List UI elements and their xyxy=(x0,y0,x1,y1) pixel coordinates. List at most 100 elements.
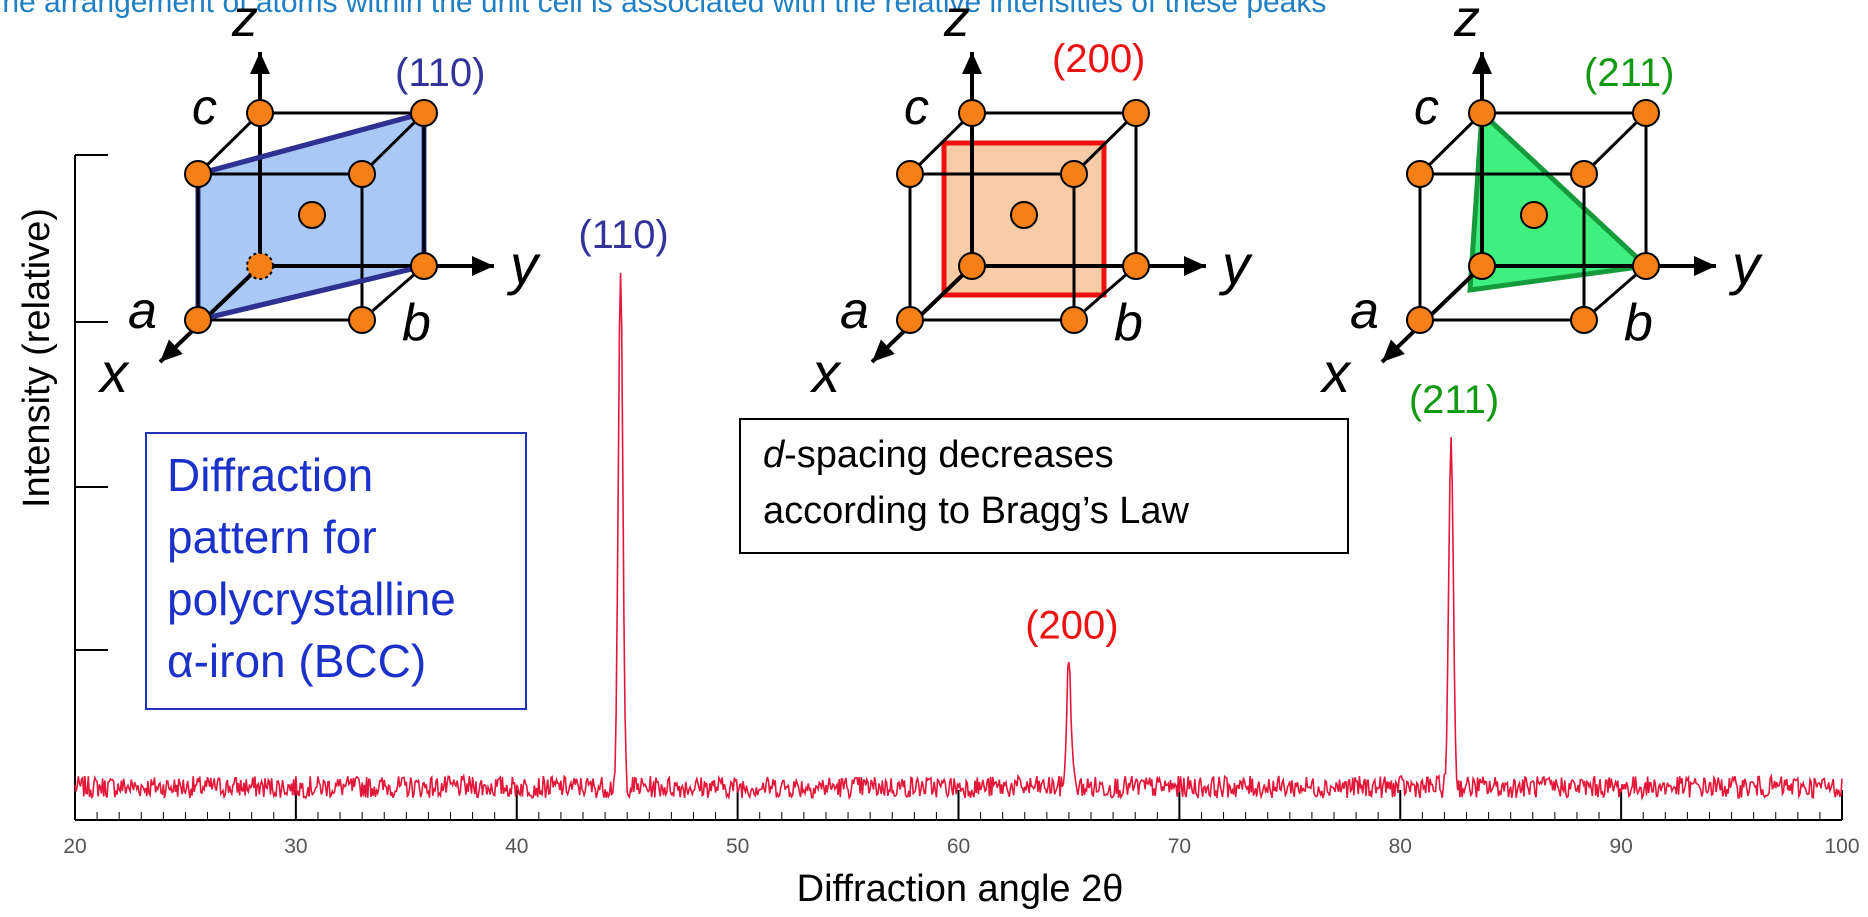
chart-axes: 20 30 40 50 60 70 80 90 100 xyxy=(63,154,1860,858)
a-label: a xyxy=(128,282,157,340)
atom xyxy=(1468,252,1496,280)
atom xyxy=(184,160,212,188)
x-axis-label: Diffraction angle 2θ xyxy=(796,868,1124,910)
atom xyxy=(1060,306,1088,334)
x-tick-label-40: 40 xyxy=(505,835,528,858)
atom xyxy=(1406,160,1434,188)
bragg-line-2: according to Bragg’s Law xyxy=(763,490,1189,532)
c-label: c xyxy=(904,79,929,135)
x-tick-label-50: 50 xyxy=(726,835,749,858)
diffraction-pattern-box: Diffraction pattern for polycrystalline … xyxy=(145,432,527,710)
atom xyxy=(246,252,274,280)
cell-plane-label: (211) xyxy=(1584,51,1674,95)
x-tick-label-70: 70 xyxy=(1168,835,1191,858)
y-axis-label: Intensity (relative) xyxy=(16,208,58,508)
chart-plot xyxy=(74,272,1843,801)
z-axis-arrow-head xyxy=(1472,52,1492,74)
x-tick-label-80: 80 xyxy=(1389,835,1412,858)
plane-edge xyxy=(197,110,425,177)
x-axis-arrow-head xyxy=(160,339,183,362)
y-label: y xyxy=(1728,233,1763,296)
atom xyxy=(958,99,986,127)
atom xyxy=(958,252,986,280)
atom xyxy=(1520,201,1548,229)
atom xyxy=(1632,252,1660,280)
cube-edge xyxy=(1582,111,1648,176)
x-tick-label-30: 30 xyxy=(284,835,307,858)
x-label: x xyxy=(1319,341,1352,404)
x-axis-arrow-head xyxy=(872,339,895,362)
atom xyxy=(410,252,438,280)
peak-label-211: (211) xyxy=(1409,378,1499,422)
cube-edge xyxy=(1072,111,1138,176)
top-caption: The arrangement of atoms within the unit… xyxy=(0,0,1327,19)
atom xyxy=(348,306,376,334)
atom xyxy=(1570,306,1598,334)
y-label: y xyxy=(1218,233,1253,296)
x-axis-arrow-head xyxy=(1382,339,1405,362)
diff-box-line-1: Diffraction xyxy=(167,449,374,501)
y-axis-arrow-head xyxy=(472,256,494,276)
atom xyxy=(298,201,326,229)
y-label: y xyxy=(506,233,541,296)
atom xyxy=(896,306,924,334)
atom xyxy=(246,99,274,127)
diff-box-line-3: polycrystalline xyxy=(167,573,456,625)
a-label: a xyxy=(1350,282,1379,340)
atom xyxy=(896,160,924,188)
atom xyxy=(410,99,438,127)
atom xyxy=(348,160,376,188)
atom xyxy=(1570,160,1598,188)
diffraction-trace xyxy=(74,272,1843,801)
c-label: c xyxy=(1414,79,1439,135)
bragg-line-1: d-spacing decreases xyxy=(763,434,1114,477)
x-tick-label-60: 60 xyxy=(947,835,970,858)
y-axis-arrow-head xyxy=(1694,256,1716,276)
unit-cell-110: z y xa b c (110) xyxy=(97,0,541,404)
x-tick-label-90: 90 xyxy=(1609,835,1632,858)
c-label: c xyxy=(192,79,217,135)
x-label: x xyxy=(97,341,130,404)
diff-box-line-2: pattern for xyxy=(167,511,377,563)
bragg-line-1-text: -spacing decreases xyxy=(784,434,1114,476)
atom xyxy=(1122,99,1150,127)
atom xyxy=(1122,252,1150,280)
atom xyxy=(1468,99,1496,127)
bragg-box: d-spacing decreases according to Bragg’s… xyxy=(739,418,1349,554)
unit-cell-211: z y xa b c (211) xyxy=(1319,0,1763,404)
b-label: b xyxy=(1624,294,1653,352)
peak-labels: (110) (200) (211) xyxy=(578,213,1499,648)
x-tick-label-20: 20 xyxy=(63,835,86,858)
atom xyxy=(1406,306,1434,334)
z-label: z xyxy=(1453,0,1480,48)
plane-edge xyxy=(197,263,425,323)
cube-edge xyxy=(908,111,974,176)
plane-211 xyxy=(1467,107,1652,293)
cube-edge xyxy=(196,111,262,176)
bragg-d-italic: d xyxy=(763,434,785,476)
z-axis-arrow-head xyxy=(962,52,982,74)
x-tick-label-100: 100 xyxy=(1824,835,1859,858)
atom xyxy=(1010,201,1038,229)
z-label: z xyxy=(943,0,970,48)
a-label: a xyxy=(840,282,869,340)
cell-plane-label: (110) xyxy=(395,51,485,95)
peak-label-110: (110) xyxy=(578,213,668,257)
x-label: x xyxy=(809,341,842,404)
b-label: b xyxy=(402,294,431,352)
atom xyxy=(1060,160,1088,188)
y-axis-arrow-head xyxy=(1184,256,1206,276)
diff-box-line-4: α-iron (BCC) xyxy=(167,635,427,687)
b-label: b xyxy=(1114,294,1143,352)
cell-plane-label: (200) xyxy=(1052,37,1145,81)
cube-edge xyxy=(1418,111,1484,176)
atom xyxy=(184,306,212,334)
cube-edge xyxy=(360,111,426,176)
atom xyxy=(1632,99,1660,127)
unit-cell-200: z y xa b c (200) xyxy=(809,0,1253,404)
z-label: z xyxy=(231,0,258,48)
peak-label-200: (200) xyxy=(1025,604,1118,648)
